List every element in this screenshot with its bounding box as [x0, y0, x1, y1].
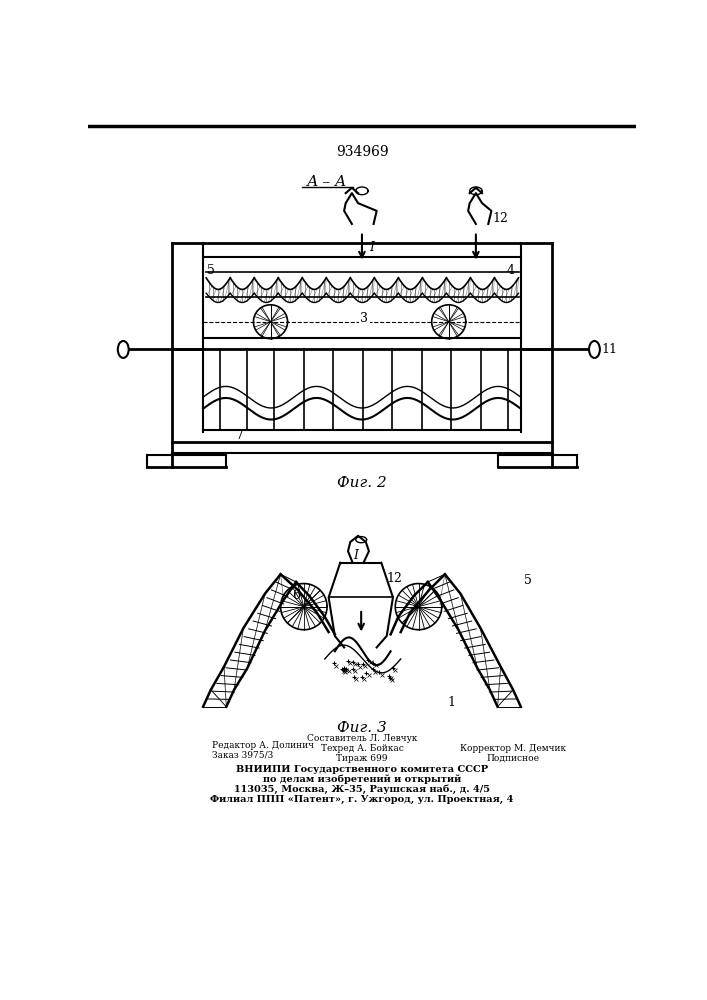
Text: 6: 6	[292, 589, 300, 602]
Text: 12: 12	[387, 572, 402, 585]
Text: I: I	[369, 241, 374, 254]
Text: Фиг. 3: Фиг. 3	[337, 721, 387, 735]
Text: А – А: А – А	[307, 175, 347, 189]
Text: ВНИИПИ Государственного комитета СССР: ВНИИПИ Государственного комитета СССР	[236, 765, 488, 774]
Text: Филиал ППП «Патент», г. Ужгород, ул. Проектная, 4: Филиал ППП «Патент», г. Ужгород, ул. Про…	[210, 795, 514, 804]
Text: 934969: 934969	[336, 145, 388, 159]
Text: 1: 1	[448, 696, 455, 709]
Text: 12: 12	[493, 212, 509, 225]
Text: Тираж 699: Тираж 699	[337, 754, 387, 763]
Text: 4: 4	[507, 264, 515, 277]
Text: Техред А. Бойкас: Техред А. Бойкас	[320, 744, 404, 753]
Ellipse shape	[118, 341, 129, 358]
Text: Подписное: Подписное	[486, 754, 539, 763]
Text: Заказ 3975/3: Заказ 3975/3	[212, 751, 274, 760]
Text: Фиг. 2: Фиг. 2	[337, 476, 387, 490]
Text: Корректор М. Демчик: Корректор М. Демчик	[460, 744, 566, 753]
Text: 113035, Москва, Ж–35, Раушская наб., д. 4/5: 113035, Москва, Ж–35, Раушская наб., д. …	[234, 784, 490, 794]
Text: 5: 5	[207, 264, 215, 277]
Ellipse shape	[589, 341, 600, 358]
Text: 3: 3	[361, 312, 368, 325]
Text: 11: 11	[602, 343, 617, 356]
Text: Редактор А. Долинич: Редактор А. Долинич	[212, 741, 315, 750]
Text: 5: 5	[524, 574, 532, 587]
Text: Составитель Л. Левчук: Составитель Л. Левчук	[307, 734, 417, 743]
Text: 7: 7	[235, 429, 243, 442]
Text: по делам изобретений и открытий: по делам изобретений и открытий	[263, 774, 461, 784]
Text: I: I	[353, 549, 358, 562]
